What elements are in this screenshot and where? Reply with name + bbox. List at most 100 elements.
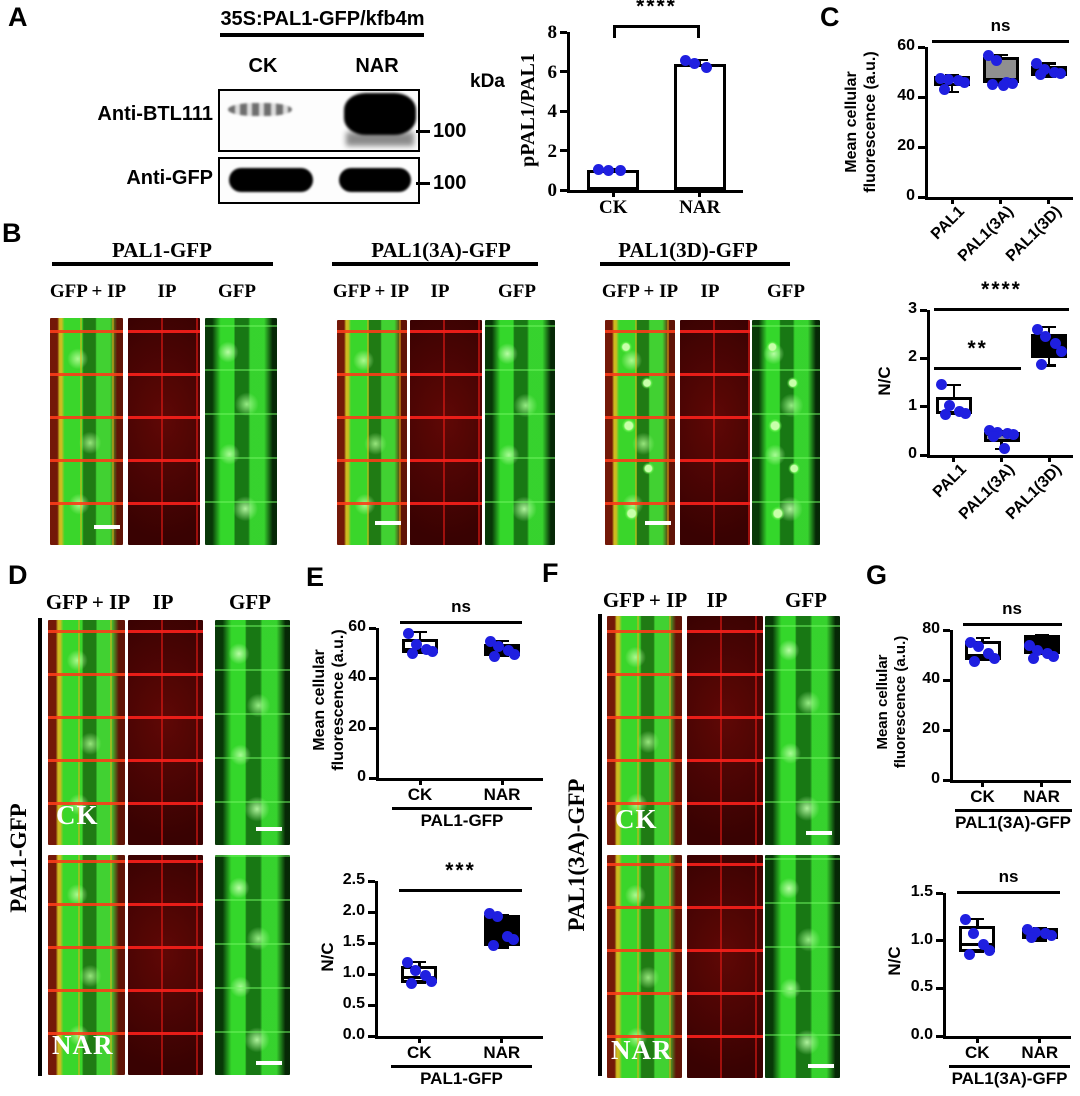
micrograph-b2-gfp bbox=[485, 320, 555, 545]
x-tick bbox=[1047, 455, 1051, 462]
scale-bar bbox=[256, 827, 282, 831]
micrograph-d-ck-merge: CK bbox=[48, 620, 125, 845]
y-tick bbox=[368, 1034, 375, 1038]
micrograph-d-ck-ip bbox=[128, 620, 203, 845]
bracket-end bbox=[613, 25, 617, 39]
chart-g1-ylabel-line1: Mean cellular bbox=[874, 654, 891, 750]
chart-c1-plot: 0 20 40 60 PAL1 PAL1(3A) PAL1(3D) ns bbox=[897, 16, 1073, 265]
micrograph-b3-ip bbox=[680, 320, 750, 545]
x-tick-label: CK bbox=[970, 787, 995, 806]
x-tick-label: CK bbox=[599, 197, 628, 218]
data-point bbox=[983, 648, 994, 660]
data-point bbox=[484, 636, 496, 648]
data-point bbox=[679, 55, 691, 67]
y-tick-label: 3 bbox=[908, 300, 917, 317]
whisker-cap bbox=[993, 53, 1008, 56]
marker-100-bottom: 100 bbox=[433, 172, 467, 194]
significance-label: *** bbox=[445, 859, 476, 883]
median-line bbox=[964, 653, 1001, 657]
data-point bbox=[508, 648, 520, 660]
d-side-line bbox=[38, 618, 42, 1076]
x-tick-label: NAR bbox=[483, 1043, 521, 1062]
y-tick-label: 1.5 bbox=[342, 933, 365, 950]
y-tick-label: 0 bbox=[357, 768, 366, 785]
micrograph-b1-merge bbox=[50, 318, 123, 545]
whisker-cap bbox=[412, 960, 427, 964]
group-underline bbox=[392, 807, 532, 810]
data-point bbox=[689, 58, 701, 70]
data-point bbox=[1042, 648, 1053, 660]
f-col3: GFP bbox=[785, 588, 827, 612]
bar bbox=[673, 63, 726, 190]
micrograph-b2-merge bbox=[337, 320, 407, 545]
significance-label: ** bbox=[967, 337, 988, 361]
micrograph-d-nar-gfp bbox=[215, 855, 290, 1075]
y-tick-label: 2.5 bbox=[342, 871, 365, 888]
scale-bar bbox=[645, 521, 671, 525]
y-tick bbox=[368, 941, 375, 945]
group-label: PAL1-GFP bbox=[420, 1069, 503, 1088]
y-tick bbox=[920, 356, 927, 360]
blot-title-underline bbox=[220, 33, 424, 37]
median-line bbox=[483, 926, 520, 929]
significance-line bbox=[957, 891, 1060, 895]
scale-bar bbox=[256, 1061, 282, 1065]
data-point bbox=[977, 938, 989, 950]
y-tick bbox=[560, 188, 567, 192]
data-point bbox=[406, 647, 418, 659]
data-point bbox=[420, 643, 432, 655]
data-point bbox=[987, 79, 998, 90]
y-tick bbox=[918, 95, 925, 99]
x-tick bbox=[698, 190, 702, 197]
panel-b-label: B bbox=[2, 218, 22, 248]
median-line bbox=[401, 975, 438, 979]
micrograph-b3-gfp bbox=[752, 320, 820, 545]
y-tick-label: 0.5 bbox=[342, 995, 365, 1012]
significance-line bbox=[932, 39, 1069, 43]
antibody-label-gfp: Anti-GFP bbox=[126, 167, 213, 189]
data-point bbox=[967, 927, 979, 939]
d-nar-label: NAR bbox=[52, 1030, 114, 1060]
significance-line bbox=[613, 25, 700, 29]
data-point bbox=[614, 165, 626, 177]
data-point bbox=[942, 74, 954, 85]
y-tick bbox=[920, 453, 927, 457]
median-line bbox=[1031, 342, 1068, 346]
x-tick bbox=[999, 197, 1002, 204]
y-tick-label: 2 bbox=[547, 140, 558, 162]
micrograph-d-nar-merge: NAR bbox=[48, 855, 125, 1075]
x-tick bbox=[1000, 455, 1003, 462]
y-tick bbox=[920, 308, 927, 312]
y-tick bbox=[943, 778, 950, 782]
data-point bbox=[602, 164, 614, 176]
x-tick bbox=[611, 190, 615, 197]
b-group3-col3: GFP bbox=[767, 281, 805, 302]
y-tick-label: 0.5 bbox=[910, 978, 933, 996]
data-point bbox=[959, 914, 971, 926]
y-tick-label: 1.0 bbox=[910, 930, 933, 948]
blot-box-btl111 bbox=[218, 89, 420, 152]
y-tick bbox=[560, 149, 567, 152]
b-group2-title: PAL1(3A)-GFP bbox=[371, 238, 511, 262]
significance-label: **** bbox=[636, 0, 677, 19]
x-tick bbox=[952, 455, 956, 462]
median-line bbox=[402, 647, 438, 651]
data-point bbox=[1007, 77, 1018, 89]
y-tick bbox=[369, 676, 376, 680]
significance-label: **** bbox=[981, 277, 1022, 301]
whisker-cap bbox=[1032, 939, 1047, 942]
f-side-line bbox=[598, 614, 602, 1076]
micrograph-b3-merge bbox=[605, 320, 675, 545]
scale-bar bbox=[94, 525, 120, 529]
data-point bbox=[492, 641, 504, 653]
chart-g1-ylabel: Mean cellular fluorescence (a.u.) bbox=[874, 617, 914, 787]
b-group1-col1: GFP + IP bbox=[49, 281, 127, 302]
blot-band-ck-faint bbox=[228, 103, 292, 116]
y-tick-label: 0 bbox=[908, 445, 917, 462]
b-group3-col2: IP bbox=[700, 281, 720, 302]
significance-label: ns bbox=[990, 15, 1011, 35]
bracket-end bbox=[696, 25, 700, 39]
panel-g-label: G bbox=[866, 560, 888, 590]
group-underline bbox=[954, 809, 1072, 812]
antibody-label-btl111: Anti-BTL111 bbox=[97, 103, 213, 125]
